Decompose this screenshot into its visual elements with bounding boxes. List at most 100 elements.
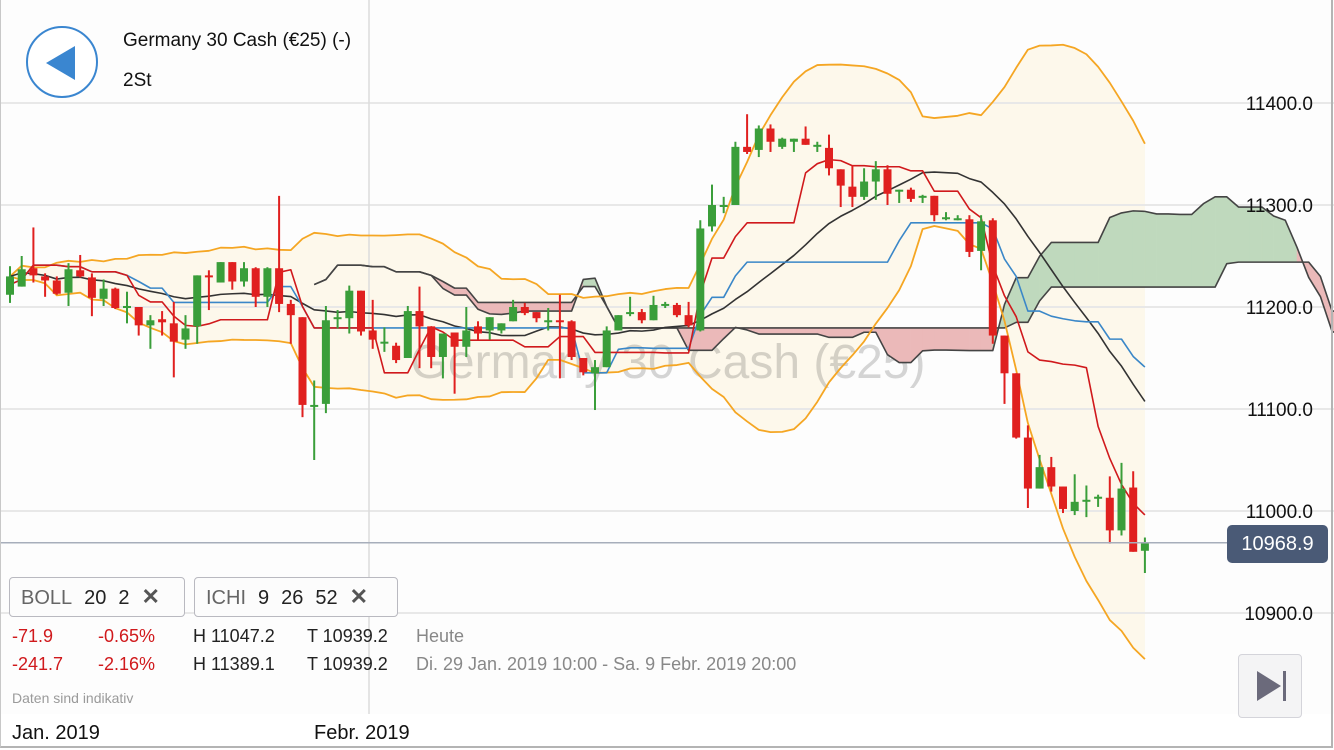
- candle-body: [169, 323, 178, 342]
- indicator-chip-ichi[interactable]: ICHI 9 26 52 ✕: [194, 577, 398, 617]
- candle-body: [76, 270, 85, 277]
- candle-body: [789, 138, 798, 142]
- timeframe-label[interactable]: 2St: [123, 70, 152, 91]
- candle-body: [1035, 467, 1044, 489]
- candle: [193, 275, 202, 344]
- candle-body: [462, 330, 471, 347]
- ichimoku-cloud-segment: [793, 327, 806, 335]
- stat-change-range: -241.7: [12, 654, 64, 674]
- candle-body: [813, 144, 822, 147]
- candle-body: [848, 186, 857, 197]
- back-button[interactable]: [26, 26, 98, 98]
- candle-body: [778, 138, 787, 147]
- ichimoku-cloud-segment: [945, 327, 958, 351]
- candle: [29, 227, 38, 283]
- candle: [251, 267, 260, 307]
- candle-body: [193, 275, 202, 327]
- ichimoku-cloud-segment: [547, 302, 561, 312]
- ichimoku-cloud-segment: [1074, 242, 1087, 288]
- candle-body: [99, 288, 108, 299]
- candle-body: [965, 219, 974, 252]
- candle-body: [275, 268, 284, 304]
- candle-body: [158, 319, 167, 323]
- candle-body: [204, 275, 213, 278]
- candle: [1059, 486, 1067, 514]
- candle: [450, 332, 459, 394]
- stat-high-range: H 11389.1: [193, 654, 275, 674]
- candle-body: [602, 330, 611, 368]
- candle-body: [380, 341, 389, 344]
- candle: [918, 194, 927, 203]
- candle: [719, 196, 728, 214]
- candle-body: [731, 146, 740, 205]
- candle-body: [626, 312, 635, 315]
- candle: [754, 125, 763, 158]
- candle-body: [1105, 497, 1114, 531]
- candle: [286, 299, 295, 344]
- candle-body: [895, 189, 904, 192]
- candle: [778, 137, 787, 149]
- candle: [743, 114, 752, 154]
- candle-body: [555, 320, 564, 323]
- y-tick-label: 11200.0: [1246, 298, 1313, 319]
- candle-body: [567, 321, 576, 357]
- ichimoku-cloud-segment: [1168, 213, 1181, 288]
- candle: [380, 327, 389, 352]
- candle: [942, 212, 950, 221]
- indicator-name: BOLL: [21, 587, 73, 609]
- candle: [626, 296, 635, 317]
- candle-body: [1140, 542, 1149, 551]
- candle-body: [111, 288, 120, 309]
- candle-body: [1000, 335, 1009, 374]
- candle: [76, 254, 85, 278]
- indicator-param: 9: [258, 587, 270, 609]
- candle: [825, 134, 833, 176]
- candle: [321, 305, 330, 414]
- candle: [87, 273, 96, 317]
- candle-body: [181, 328, 190, 340]
- candle: [6, 266, 14, 303]
- indicator-chip-boll[interactable]: BOLL 20 2 ✕: [9, 577, 185, 617]
- candle-body: [871, 169, 880, 182]
- price-chart[interactable]: Germany 30 Cash (€25) 11400.0 11300.0 11200…: [0, 0, 1334, 714]
- candle-body: [474, 326, 482, 334]
- candle-body: [930, 195, 939, 216]
- skip-to-end-button[interactable]: [1238, 654, 1302, 718]
- candle: [988, 218, 997, 344]
- candle-body: [1012, 373, 1021, 438]
- candle-body: [906, 189, 915, 199]
- close-x-icon[interactable]: ✕: [141, 584, 160, 609]
- candle: [614, 315, 623, 331]
- candle: [1012, 373, 1021, 439]
- ichimoku-cloud-segment: [828, 327, 841, 338]
- candle: [368, 299, 377, 349]
- candle: [158, 311, 167, 336]
- candle-body: [1094, 496, 1103, 499]
- candle-body: [614, 315, 623, 331]
- candle: [696, 220, 705, 332]
- candle-body: [672, 304, 681, 316]
- candle-body: [509, 307, 518, 322]
- ichimoku-cloud-segment: [969, 327, 982, 351]
- candle-body: [801, 138, 810, 145]
- indicator-param: 2: [118, 587, 130, 609]
- candle-body: [450, 332, 459, 347]
- candle-body: [52, 280, 61, 294]
- candle: [965, 215, 974, 258]
- candle-body: [743, 146, 752, 152]
- candle: [240, 262, 248, 287]
- stat-period-today: Heute: [416, 626, 465, 646]
- back-triangle-icon: [46, 46, 75, 80]
- ichimoku-cloud-segment: [840, 327, 853, 338]
- senkou-span-b-line: [313, 261, 1334, 329]
- candle-body: [6, 276, 14, 295]
- candle-body: [403, 311, 412, 358]
- candle: [813, 141, 822, 152]
- candle: [649, 295, 658, 321]
- candle-body: [240, 268, 248, 282]
- candle-body: [392, 345, 401, 361]
- close-x-icon[interactable]: ✕: [349, 584, 369, 609]
- candle-body: [321, 320, 330, 404]
- ichimoku-cloud-segment: [1226, 196, 1239, 264]
- candle: [766, 124, 775, 152]
